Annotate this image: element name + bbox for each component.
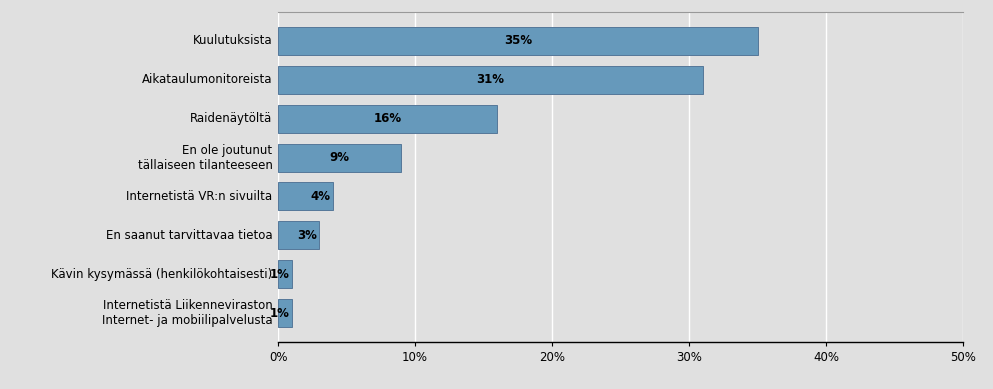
Text: 3%: 3% [297, 229, 317, 242]
Bar [278, 182, 333, 210]
Text: 9%: 9% [330, 151, 350, 164]
Bar [278, 105, 497, 133]
Bar [278, 66, 703, 94]
Bar [278, 27, 758, 55]
Bar [278, 260, 292, 288]
Bar [278, 144, 401, 172]
Text: 1%: 1% [270, 268, 290, 281]
Text: 4%: 4% [311, 190, 331, 203]
Text: 31%: 31% [477, 73, 504, 86]
Bar [278, 221, 319, 249]
Bar [278, 299, 292, 327]
Text: 16%: 16% [373, 112, 402, 125]
Text: 1%: 1% [270, 307, 290, 320]
Text: 35%: 35% [503, 34, 532, 47]
